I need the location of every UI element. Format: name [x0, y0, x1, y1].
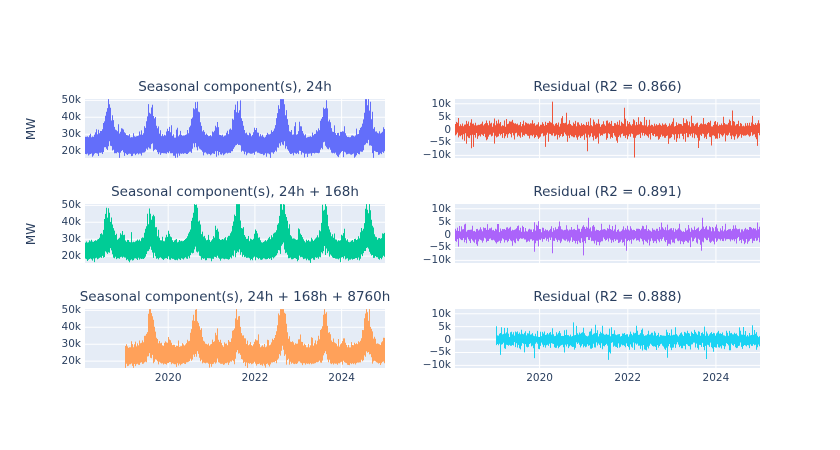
y-tick-label: 10k [431, 97, 451, 110]
y-tick-label: 10k [431, 307, 451, 320]
plot-area-residual-2 [455, 204, 760, 263]
y-tick-label: −10k [422, 359, 451, 372]
chart-title-seasonal-24h: Seasonal component(s), 24h [138, 79, 332, 95]
x-tick-label: 2022 [241, 372, 269, 384]
y-tick-label: 20k [61, 250, 81, 263]
x-tick-label: 2024 [702, 372, 730, 384]
x-tick-label: 2020 [154, 372, 182, 384]
y-tick-label: 10k [431, 202, 451, 215]
y-tick-label: 30k [61, 233, 81, 246]
y-tick-label: 5k [438, 110, 451, 123]
y-tick-label: −10k [422, 149, 451, 162]
y-tick-label: 5k [438, 320, 451, 333]
x-tick-label: 2024 [328, 372, 355, 384]
y-tick-label: 40k [61, 216, 81, 229]
y-tick-label: 0 [444, 228, 451, 241]
y-tick-label: 0 [444, 333, 451, 346]
y-tick-label: 50k [61, 304, 81, 317]
y-tick-label: −10k [422, 254, 451, 267]
chart-title-residual-2: Residual (R2 = 0.891) [533, 184, 682, 200]
y-tick-label: 50k [61, 199, 81, 212]
x-tick-label: 2022 [614, 372, 642, 384]
chart-title-residual-1: Residual (R2 = 0.866) [533, 79, 682, 95]
y-tick-label: −5k [429, 136, 451, 149]
plot-area-seasonal-24h [85, 99, 385, 158]
chart-title-residual-3: Residual (R2 = 0.888) [533, 289, 682, 305]
y-tick-label: 30k [61, 338, 81, 351]
x-tick-label: 2020 [526, 372, 553, 384]
y-tick-label: 20k [61, 145, 81, 158]
plot-area-seasonal-24h-168h [85, 204, 385, 263]
y-tick-label: 40k [61, 111, 81, 124]
y-tick-label: 40k [61, 321, 81, 334]
y-tick-label: 20k [61, 355, 81, 368]
y-tick-label: 50k [61, 94, 81, 107]
y-tick-label: 5k [438, 215, 451, 228]
chart-title-seasonal-24h-168h-8760h: Seasonal component(s), 24h + 168h + 8760… [79, 289, 391, 305]
y-tick-label: −5k [429, 241, 451, 254]
y-tick-label: 0 [444, 123, 451, 136]
y-tick-label: −5k [429, 346, 451, 359]
plot-area-residual-3 [455, 309, 760, 368]
chart-title-seasonal-24h-168h: Seasonal component(s), 24h + 168h [111, 184, 359, 200]
plot-area-residual-1 [455, 99, 760, 158]
y-tick-label: 30k [61, 128, 81, 141]
plot-area-seasonal-24h-168h-8760h [85, 309, 385, 368]
